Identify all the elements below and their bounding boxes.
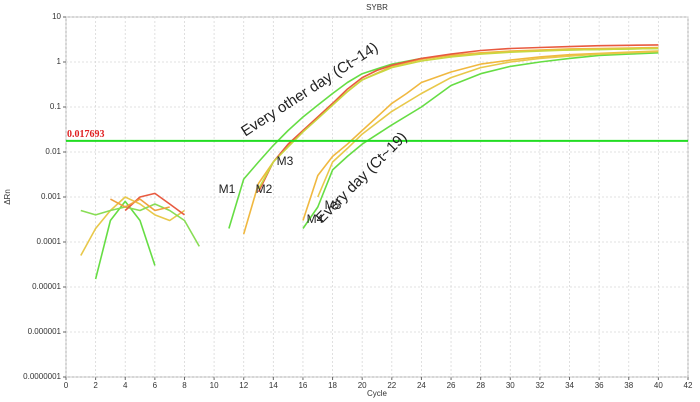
y-tick-label: 0.01: [45, 147, 61, 156]
y-tick-label: 0.1: [50, 102, 62, 111]
data-line: [80, 196, 185, 256]
threshold-label: 0.017693: [67, 129, 105, 140]
x-tick-label: 28: [476, 381, 485, 390]
annotation: M1: [219, 182, 236, 196]
x-tick-label: 26: [447, 381, 456, 390]
y-tick-label: 0.00001: [32, 282, 61, 291]
x-tick-label: 42: [684, 381, 693, 390]
y-axis-label: ΔRn: [3, 189, 12, 205]
data-line: [242, 46, 659, 235]
x-tick-label: 22: [387, 381, 396, 390]
x-tick-label: 38: [624, 381, 633, 390]
plot-background: [65, 16, 689, 378]
y-tick-label: 0.000001: [28, 327, 62, 336]
y-tick-label: 1: [57, 57, 62, 66]
x-tick-label: 4: [123, 381, 128, 390]
data-line: [302, 50, 659, 221]
y-tick-label: 0.001: [41, 192, 62, 201]
x-tick-label: 36: [595, 381, 604, 390]
annotation: M4: [307, 212, 324, 226]
plot-area: 0 2 4 6 8 10 12 14 16 18 20 22 24 26 28 30 32 34 36 38 40 421…: [23, 12, 693, 390]
data-line: [110, 198, 170, 212]
x-tick-label: 2: [93, 381, 98, 390]
chart-title: SYBR: [366, 3, 388, 12]
x-tick-label: 20: [358, 381, 367, 390]
annotation: M3: [277, 154, 294, 168]
x-tick-label: 34: [565, 381, 574, 390]
data-line: [302, 52, 659, 229]
data-line: [257, 47, 659, 190]
annotation: M5: [325, 198, 342, 212]
x-tick-label: 0: [64, 381, 69, 390]
data-line: [80, 203, 200, 247]
x-tick-label: 30: [506, 381, 515, 390]
data-line: [257, 44, 659, 193]
x-tick-label: 16: [298, 381, 307, 390]
x-tick-label: 24: [417, 381, 426, 390]
data-line: [317, 50, 659, 198]
x-tick-label: 32: [535, 381, 544, 390]
x-tick-label: 8: [182, 381, 187, 390]
y-tick-label: 0.0000001: [23, 372, 61, 381]
x-tick-label: 18: [328, 381, 337, 390]
x-axis-label: Cycle: [367, 389, 388, 398]
y-tick-label: 10: [52, 12, 61, 21]
x-tick-label: 10: [210, 381, 219, 390]
x-tick-label: 12: [239, 381, 248, 390]
x-tick-label: 14: [269, 381, 278, 390]
data-line: [94, 200, 156, 280]
annotation: M2: [256, 182, 273, 196]
x-tick-label: 6: [153, 381, 158, 390]
y-tick-label: 0.0001: [37, 237, 62, 246]
x-tick-label: 40: [654, 381, 663, 390]
